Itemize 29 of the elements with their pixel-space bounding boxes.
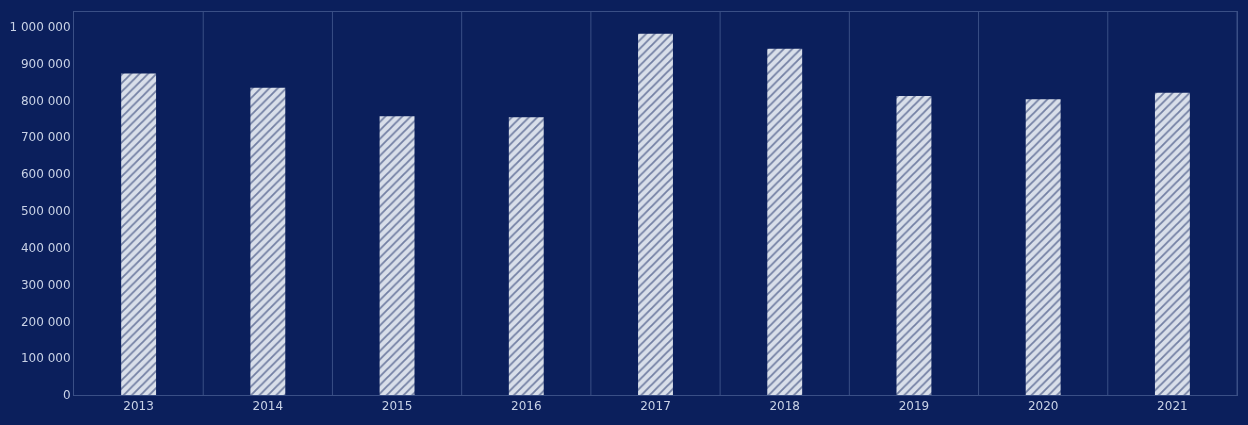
y-tick-label: 600 000	[20, 167, 71, 182]
x-tick-label: 2015	[381, 399, 413, 414]
bar	[250, 87, 286, 395]
bar	[508, 117, 544, 395]
x-tick-label: 2017	[640, 399, 671, 414]
bar	[1154, 92, 1190, 395]
x-tick-label: 2020	[1027, 399, 1059, 414]
x-tick-label: 2016	[511, 399, 542, 414]
x-tick-label: 2013	[123, 399, 154, 414]
bar	[379, 116, 415, 395]
bar	[121, 73, 157, 395]
y-tick-label: 900 000	[20, 56, 71, 71]
y-tick-label: 700 000	[20, 130, 71, 145]
bar	[896, 95, 932, 395]
y-tick-label: 200 000	[20, 314, 71, 329]
x-tick-label: 2021	[1157, 399, 1188, 414]
x-tick-label: 2014	[252, 399, 284, 414]
y-tick-label: 0	[62, 388, 71, 403]
x-tick-label: 2019	[898, 399, 930, 414]
y-tick-label: 800 000	[20, 93, 71, 108]
y-tick-label: 300 000	[20, 277, 71, 292]
y-tick-label: 1 000 000	[9, 19, 71, 34]
y-tick-label: 400 000	[20, 240, 71, 255]
x-tick-label: 2018	[769, 399, 800, 414]
bar	[638, 33, 673, 395]
bar	[1025, 99, 1061, 395]
y-tick-label: 500 000	[20, 204, 71, 219]
y-tick-label: 100 000	[20, 351, 71, 366]
bar	[767, 48, 803, 395]
